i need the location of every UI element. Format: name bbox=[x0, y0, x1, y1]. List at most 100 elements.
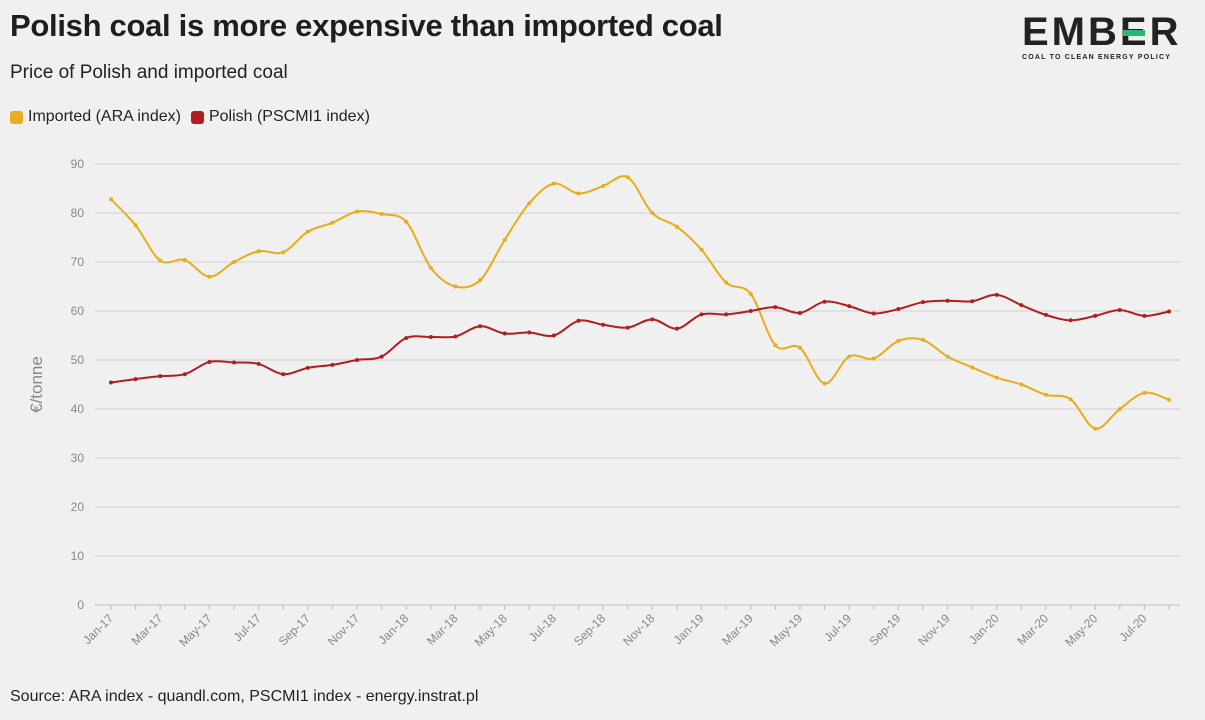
data-point-polish bbox=[945, 298, 950, 303]
data-point-polish bbox=[478, 324, 483, 329]
x-tick-label: May-18 bbox=[472, 611, 510, 649]
ember-logo: EMBER COAL TO CLEAN ENERGY POLICY bbox=[1022, 12, 1190, 66]
data-point-polish bbox=[896, 307, 901, 312]
x-tick-label: Sep-18 bbox=[571, 611, 608, 648]
data-point-imported bbox=[207, 274, 212, 279]
y-tick-label: 70 bbox=[71, 255, 85, 269]
data-point-polish bbox=[330, 362, 335, 367]
chart-subtitle: Price of Polish and imported coal bbox=[10, 62, 288, 83]
data-point-imported bbox=[551, 181, 556, 186]
legend-swatch-polish bbox=[190, 110, 204, 124]
x-tick-label: Jan-19 bbox=[671, 611, 707, 647]
y-tick-label: 50 bbox=[71, 353, 85, 367]
data-point-polish bbox=[502, 331, 507, 336]
series-line-polish bbox=[110, 293, 1170, 384]
data-point-polish bbox=[773, 305, 778, 310]
data-point-imported bbox=[1142, 390, 1147, 395]
logo-wordmark: EMBER bbox=[1022, 10, 1182, 54]
y-tick-label: 20 bbox=[71, 500, 85, 514]
logo-e-mark-icon: E bbox=[1120, 12, 1150, 52]
data-point-imported bbox=[232, 260, 237, 264]
data-point-polish bbox=[1142, 313, 1147, 318]
data-point-imported bbox=[355, 209, 360, 214]
data-point-imported bbox=[330, 220, 335, 225]
data-point-polish bbox=[625, 325, 630, 330]
legend-item-imported[interactable]: Imported (ARA index) bbox=[10, 108, 181, 126]
data-point-polish bbox=[305, 365, 310, 370]
x-tick-label: May-20 bbox=[1062, 611, 1100, 649]
x-tick-label: Mar-17 bbox=[129, 611, 166, 648]
data-point-imported bbox=[305, 229, 310, 234]
data-point-imported bbox=[527, 201, 532, 206]
x-tick-label: Jul-19 bbox=[821, 611, 854, 644]
y-tick-label: 0 bbox=[77, 598, 84, 612]
y-axis-label: €/tonne bbox=[27, 356, 46, 413]
data-point-imported bbox=[748, 291, 753, 296]
source-note: Source: ARA index - quandl.com, PSCMI1 i… bbox=[10, 688, 479, 705]
data-point-polish bbox=[404, 335, 409, 340]
data-point-polish bbox=[527, 330, 532, 335]
data-point-polish bbox=[576, 318, 581, 323]
data-point-imported bbox=[773, 343, 778, 348]
data-point-imported bbox=[453, 284, 458, 289]
data-point-polish bbox=[970, 299, 975, 304]
data-point-polish bbox=[1117, 308, 1122, 313]
data-point-imported bbox=[797, 345, 802, 350]
data-point-imported bbox=[699, 247, 704, 252]
data-point-imported bbox=[1019, 382, 1024, 387]
data-point-polish bbox=[650, 317, 655, 322]
data-point-polish bbox=[847, 304, 852, 309]
data-point-polish bbox=[379, 354, 384, 359]
data-point-polish bbox=[355, 358, 360, 362]
x-tick-label: Jul-18 bbox=[526, 611, 559, 644]
data-point-imported bbox=[478, 278, 483, 283]
data-point-polish bbox=[551, 333, 556, 338]
x-tick-label: Jan-20 bbox=[966, 611, 1002, 647]
data-point-imported bbox=[896, 338, 901, 343]
y-tick-label: 40 bbox=[71, 402, 85, 416]
data-point-imported bbox=[994, 375, 999, 380]
data-point-polish bbox=[871, 311, 876, 316]
data-point-imported bbox=[109, 197, 113, 202]
x-tick-label: Sep-19 bbox=[866, 611, 903, 648]
data-point-polish bbox=[1019, 303, 1024, 308]
legend-label-imported: Imported (ARA index) bbox=[28, 108, 181, 125]
data-point-polish bbox=[920, 300, 925, 305]
data-point-imported bbox=[502, 237, 507, 242]
x-tick-label: Nov-18 bbox=[620, 611, 657, 648]
data-point-imported bbox=[1043, 392, 1048, 397]
data-point-imported bbox=[674, 224, 679, 229]
legend-label-polish: Polish (PSCMI1 index) bbox=[208, 108, 370, 125]
x-tick-label: Mar-18 bbox=[424, 611, 461, 648]
data-point-imported bbox=[281, 250, 286, 255]
data-point-polish bbox=[797, 310, 802, 315]
data-point-polish bbox=[158, 374, 163, 379]
data-point-imported bbox=[847, 354, 852, 359]
legend-item-polish[interactable]: Polish (PSCMI1 index) bbox=[190, 108, 370, 126]
data-point-polish bbox=[1093, 313, 1098, 318]
chart-legend: Imported (ARA index) Polish (PSCMI1 inde… bbox=[10, 108, 380, 126]
series-line-imported bbox=[110, 175, 1170, 430]
data-point-polish bbox=[133, 377, 138, 382]
data-point-imported bbox=[970, 365, 975, 370]
x-tick-label: Mar-19 bbox=[719, 611, 756, 648]
data-point-imported bbox=[1117, 407, 1122, 411]
data-point-polish bbox=[232, 360, 237, 365]
data-point-polish bbox=[748, 309, 753, 313]
y-tick-label: 60 bbox=[71, 304, 85, 318]
data-point-imported bbox=[945, 354, 950, 359]
x-tick-label: Sep-17 bbox=[276, 611, 313, 648]
data-point-polish bbox=[182, 372, 187, 377]
data-point-polish bbox=[699, 312, 704, 317]
x-tick-label: May-17 bbox=[176, 611, 214, 649]
x-tick-label: Mar-20 bbox=[1014, 611, 1051, 648]
y-tick-label: 30 bbox=[71, 451, 85, 465]
data-point-imported bbox=[133, 223, 138, 228]
data-point-imported bbox=[625, 175, 630, 180]
data-point-imported bbox=[182, 258, 187, 263]
y-tick-label: 90 bbox=[71, 157, 85, 171]
data-point-polish bbox=[207, 359, 212, 364]
data-point-polish bbox=[994, 292, 999, 297]
data-point-polish bbox=[453, 334, 458, 339]
data-point-polish bbox=[1068, 318, 1073, 323]
